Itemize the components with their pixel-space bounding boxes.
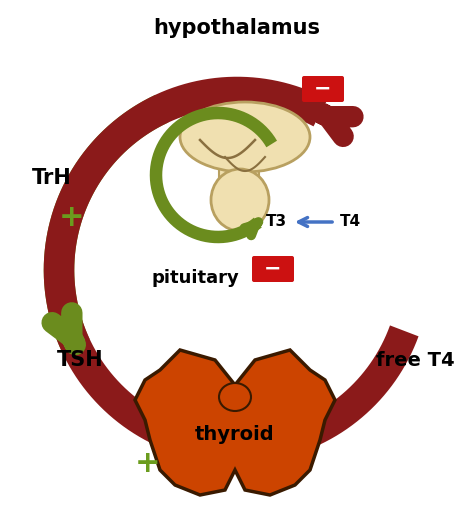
Ellipse shape xyxy=(219,383,251,411)
Text: +: + xyxy=(135,449,161,477)
Text: +: + xyxy=(59,203,85,233)
Text: free T4: free T4 xyxy=(376,350,454,370)
Text: TSH: TSH xyxy=(57,350,103,370)
Text: thyroid: thyroid xyxy=(195,426,275,445)
Text: −: − xyxy=(264,259,282,279)
Polygon shape xyxy=(135,350,335,495)
Text: −: − xyxy=(314,79,332,99)
Text: T4: T4 xyxy=(340,214,361,230)
FancyBboxPatch shape xyxy=(302,76,344,102)
Ellipse shape xyxy=(180,102,310,172)
Text: pituitary: pituitary xyxy=(151,269,239,287)
FancyBboxPatch shape xyxy=(252,256,294,282)
Text: T3: T3 xyxy=(266,214,287,230)
Text: hypothalamus: hypothalamus xyxy=(154,18,320,38)
Ellipse shape xyxy=(211,169,269,231)
Text: TrH: TrH xyxy=(32,168,72,188)
FancyBboxPatch shape xyxy=(219,151,259,201)
